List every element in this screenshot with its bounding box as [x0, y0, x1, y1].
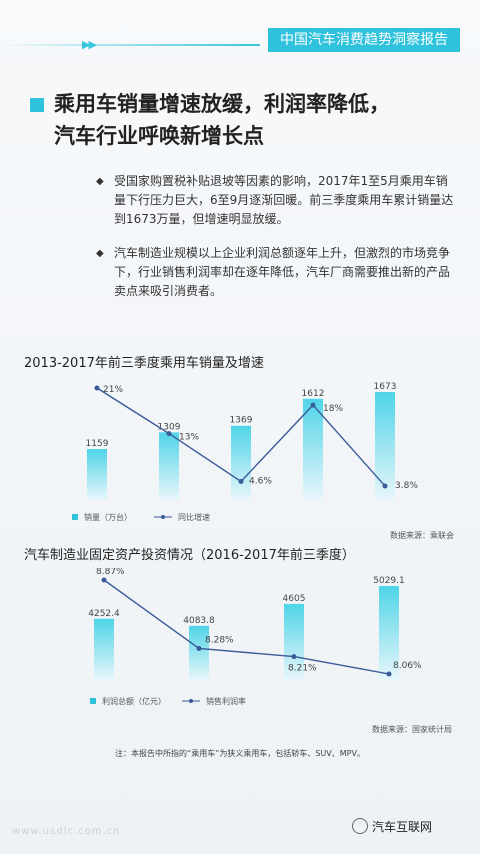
chart-2-source: 数据来源：国家统计局 [372, 725, 452, 734]
line-value-label: 18% [323, 404, 343, 414]
footnote: 注：本报告中所指的“乘用车”为狭义乘用车，包括轿车、SUV、MPV。 [115, 749, 365, 758]
bar-value-label: 1159 [86, 439, 109, 449]
header-arrow-icon: ▶▶ [82, 38, 97, 51]
line-value-label: 8.28% [205, 635, 234, 645]
bar-value-label: 1612 [302, 389, 325, 399]
bullet-diamond-icon: ◆ [96, 176, 104, 187]
bar-value-label: 4605 [283, 594, 306, 604]
line-point [166, 431, 172, 437]
header-line [0, 44, 260, 46]
legend-label: 同比增速 [178, 512, 210, 522]
line-point [386, 671, 392, 677]
line-value-label: 8.87% [96, 568, 125, 577]
line-point [101, 577, 107, 583]
title-square-icon [30, 98, 44, 112]
chart-1-source: 数据来源：乘联会 [390, 531, 454, 540]
brand-name: 汽车互联网 [372, 820, 433, 834]
line-point [382, 483, 388, 489]
bar-value-label: 1369 [230, 416, 253, 426]
bar [231, 425, 251, 500]
chart-1-title: 2013-2017年前三季度乘用车销量及增速 [24, 356, 264, 371]
bar [375, 392, 395, 500]
chart-1: 1159 1309 1369 1612 1673 21% 13% 4.6% 18% 3.8% 销量（… [72, 382, 418, 522]
bar [189, 625, 209, 680]
bar-value-label: 4083.8 [183, 616, 215, 626]
bar [94, 618, 114, 680]
chart-2: 4252.4 4083.8 4605 5029.1 8.87% 8.28% 8.21% 8.0… [88, 568, 422, 706]
bar [284, 603, 304, 680]
page-title: 乘用车销量增速放缓，利润率降低， 汽车行业呼唤新增长点 [54, 88, 464, 152]
line-value-label: 13% [179, 433, 199, 443]
legend-bar-swatch [90, 698, 96, 704]
bar-value-label: 1673 [374, 382, 397, 392]
line-point [238, 478, 244, 484]
bar-value-label: 5029.1 [373, 576, 405, 586]
line-point [94, 385, 100, 391]
title-line-2: 汽车行业呼唤新增长点 [54, 124, 264, 148]
wechat-icon [352, 818, 368, 834]
legend-label: 销售利润率 [206, 696, 246, 706]
line-value-label: 21% [103, 385, 123, 395]
series-line [103, 579, 390, 675]
header-tag: 中国汽车消费趋势洞察报告 [268, 28, 460, 52]
line-point [291, 654, 297, 660]
bar-value-label: 4252.4 [88, 609, 120, 619]
line-point [310, 402, 316, 408]
bullet-text-1: 受国家购置税补贴退坡等因素的影响，2017年1至5月乘用车销量下行压力巨大，6至… [114, 174, 454, 226]
legend-bar-swatch [72, 514, 78, 520]
watermark: www.usdlc.com.cn [12, 826, 121, 837]
bullet-diamond-icon: ◆ [96, 248, 104, 259]
line-value-label: 3.8% [395, 481, 418, 491]
line-value-label: 8.21% [288, 664, 317, 674]
line-point [196, 645, 202, 651]
line-value-label: 4.6% [249, 476, 272, 486]
bar [303, 398, 323, 500]
title-line-1: 乘用车销量增速放缓，利润率降低， [54, 92, 390, 116]
line-value-label: 8.06% [393, 661, 422, 671]
bar [379, 586, 399, 680]
bar-value-label: 1309 [158, 422, 181, 432]
bar [87, 449, 107, 500]
legend-label: 销量（万台） [84, 512, 132, 522]
bar [159, 432, 179, 500]
chart-2-title: 汽车制造业固定资产投资情况（2016-2017年前三季度） [24, 548, 355, 563]
legend-label: 利润总额（亿元） [102, 696, 166, 706]
bullet-text-2: 汽车制造业规模以上企业利润总额逐年上升，但激烈的市场竞争下，行业销售利润率却在逐… [114, 246, 451, 298]
